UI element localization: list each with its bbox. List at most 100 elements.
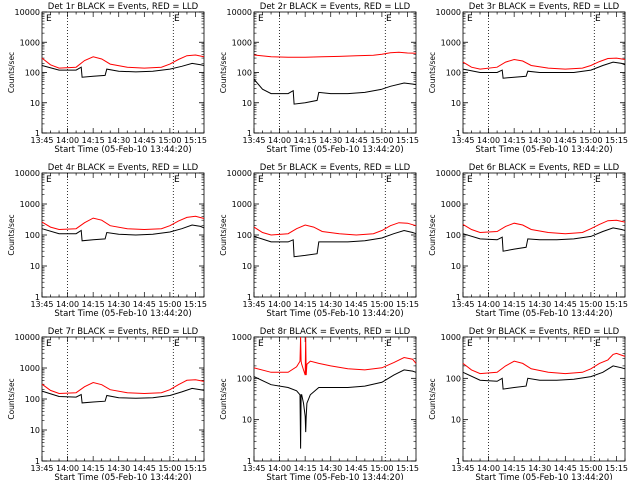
det-panel-8-x-tick-label: 13:45	[242, 464, 265, 473]
det-panel-6-y-tick-label: 10000	[436, 169, 461, 178]
det-panel-1-red-series-line	[41, 54, 205, 69]
det-panel-9-x-tick-label: 13:45	[451, 464, 474, 473]
det-panel-7-y-tick-label: 1000	[20, 364, 40, 373]
det-panel-9-flag-label: E	[467, 339, 473, 349]
det-panel-7-x-tick-label: 14:45	[133, 464, 156, 473]
det-panel-1-y-tick-label: 10	[30, 99, 40, 108]
det-panel-2-x-axis-label: Start Time (05-Feb-10 13:44:20)	[266, 145, 403, 155]
det-panel-7-black-series-line	[41, 387, 205, 404]
det-panel-6-flag-label: E	[467, 175, 473, 185]
det-panel-8-x-tick-label: 14:30	[319, 464, 342, 473]
det-panel-8-flag-label: E	[258, 339, 264, 349]
det-panel-2-x-tick-label: 14:30	[319, 136, 342, 145]
det-panel-3-x-axis-label: Start Time (05-Feb-10 13:44:20)	[475, 145, 612, 155]
det-panel-5-x-tick-label: 14:45	[345, 300, 368, 309]
det-panel-3-x-tick-label: 14:45	[554, 136, 577, 145]
det-panel-4-plot-frame	[41, 172, 205, 298]
det-panel-8-y-tick-label: 1000	[232, 333, 252, 342]
det-panel-5: Det 5r BLACK = Events, RED = LLD 1 10 100 10…	[219, 163, 419, 319]
det-panel-4-x-tick-label: 14:15	[82, 300, 105, 309]
det-panel-3-y-axis-label: Counts/sec	[428, 52, 437, 93]
det-panel-3-x-tick-label: 15:15	[605, 136, 628, 145]
det-panel-3-y-tick-label: 1	[456, 129, 461, 138]
det-panel-2-x-tick-label: 14:15	[294, 136, 317, 145]
det-panel-7-flag-label: E	[174, 339, 180, 349]
det-panel-3-black-series-line	[462, 61, 626, 79]
det-panel-5-x-tick-label: 14:00	[268, 300, 291, 309]
det-panel-1-x-tick-label: 14:30	[107, 136, 130, 145]
det-panel-2-y-tick-label: 10	[242, 99, 252, 108]
det-panel-5-x-tick-label: 14:15	[294, 300, 317, 309]
det-panel-3-x-tick-label: 15:00	[579, 136, 602, 145]
det-panel-9-x-tick-label: 14:15	[503, 464, 526, 473]
det-panel-1: Det 1r BLACK = Events, RED = LLD 1 10 100 10…	[7, 2, 207, 155]
det-panel-5-y-tick-label: 1	[247, 293, 252, 302]
det-panel-1-flag-label: E	[46, 14, 52, 24]
det-panel-2-x-tick-label: 14:45	[345, 136, 368, 145]
det-panel-1-plot-frame	[41, 11, 205, 134]
det-panel-9-x-tick-label: 14:30	[528, 464, 551, 473]
det-panel-7-y-axis-label: Counts/sec	[7, 378, 16, 419]
det-panel-1-black-series-line	[41, 62, 205, 78]
det-panel-6-y-tick-label: 100	[446, 231, 461, 240]
det-panel-7-x-tick-label: 14:00	[56, 464, 79, 473]
det-panel-2-title: Det 2r BLACK = Events, RED = LLD	[260, 2, 411, 12]
det-panel-6-y-tick-label: 1	[456, 293, 461, 302]
det-panel-8-y-axis-label: Counts/sec	[219, 378, 228, 419]
det-panel-8-x-tick-label: 15:00	[370, 464, 393, 473]
det-panel-1-x-tick-label: 14:00	[56, 136, 79, 145]
det-panel-9: Det 9r BLACK = Events, RED = LLD 1 10 100 10…	[428, 327, 628, 480]
det-panel-1-y-tick-label: 1000	[20, 38, 40, 47]
det-panel-4: Det 4r BLACK = Events, RED = LLD 1 10 100 10…	[7, 163, 207, 319]
det-panel-9-y-axis-label: Counts/sec	[428, 378, 437, 419]
det-panel-1-title: Det 1r BLACK = Events, RED = LLD	[48, 2, 199, 12]
det-panel-7-y-tick-label: 10	[30, 426, 40, 435]
det-panel-6-x-tick-label: 13:45	[451, 300, 474, 309]
det-panel-2-y-tick-label: 100	[237, 69, 252, 78]
det-panel-5-y-axis-label: Counts/sec	[219, 214, 228, 255]
det-panel-3-y-tick-label: 1000	[441, 38, 461, 47]
det-panel-4-title: Det 4r BLACK = Events, RED = LLD	[48, 163, 199, 173]
det-panel-2-y-axis-label: Counts/sec	[219, 52, 228, 93]
det-panel-3-x-tick-label: 14:15	[503, 136, 526, 145]
det-panel-5-x-tick-label: 13:45	[242, 300, 265, 309]
det-panel-3-x-tick-label: 13:45	[451, 136, 474, 145]
det-panel-5-flag-label: E	[258, 175, 264, 185]
det-panel-7-plot-frame	[41, 336, 205, 462]
det-panel-7-x-tick-label: 14:15	[82, 464, 105, 473]
det-panel-5-x-axis-label: Start Time (05-Feb-10 13:44:20)	[266, 309, 403, 319]
det-panel-7-y-tick-label: 1	[35, 457, 40, 466]
det-panel-9-x-tick-label: 14:45	[554, 464, 577, 473]
det-panel-3: Det 3r BLACK = Events, RED = LLD 1 10 100 10…	[428, 2, 628, 155]
det-panel-5-red-series-line	[253, 222, 417, 236]
det-panel-4-x-axis-label: Start Time (05-Feb-10 13:44:20)	[54, 309, 191, 319]
det-panel-9-x-axis-label: Start Time (05-Feb-10 13:44:20)	[475, 473, 612, 480]
det-panel-4-y-axis-label: Counts/sec	[7, 214, 16, 255]
det-panel-2-black-series-line	[253, 78, 417, 105]
det-panel-6-y-axis-label: Counts/sec	[428, 214, 437, 255]
det-panel-2: Det 2r BLACK = Events, RED = LLD 1 10 100 10…	[219, 2, 419, 155]
det-panel-8-x-tick-label: 15:15	[396, 464, 419, 473]
det-panel-3-x-tick-label: 14:00	[477, 136, 500, 145]
det-panel-4-x-tick-label: 15:15	[184, 300, 207, 309]
det-panel-1-y-tick-label: 1	[35, 129, 40, 138]
det-panel-5-x-tick-label: 14:30	[319, 300, 342, 309]
det-panel-5-title: Det 5r BLACK = Events, RED = LLD	[260, 163, 411, 173]
det-panel-9-red-series-line	[462, 352, 626, 375]
det-panel-8-title: Det 8r BLACK = Events, RED = LLD	[260, 327, 411, 337]
det-panel-8-y-tick-label: 10	[242, 416, 252, 425]
det-panel-2-y-tick-label: 1	[247, 129, 252, 138]
det-panel-4-flag-label: E	[46, 175, 52, 185]
det-panel-7: Det 7r BLACK = Events, RED = LLD 1 10 100 10…	[7, 327, 207, 480]
det-panel-6-y-tick-label: 1000	[441, 200, 461, 209]
det-panel-2-red-series-line	[253, 51, 417, 58]
det-panel-8-red-series-line	[253, 336, 417, 376]
det-panel-8-x-tick-label: 14:00	[268, 464, 291, 473]
det-panel-1-y-tick-label: 100	[25, 69, 40, 78]
det-panel-7-flag-label: E	[46, 339, 52, 349]
det-panel-2-x-tick-label: 15:00	[370, 136, 393, 145]
det-panel-5-black-series-line	[253, 229, 417, 258]
det-panel-9-x-tick-label: 14:00	[477, 464, 500, 473]
det-panel-2-x-tick-label: 15:15	[396, 136, 419, 145]
det-panel-8-x-tick-label: 14:45	[345, 464, 368, 473]
